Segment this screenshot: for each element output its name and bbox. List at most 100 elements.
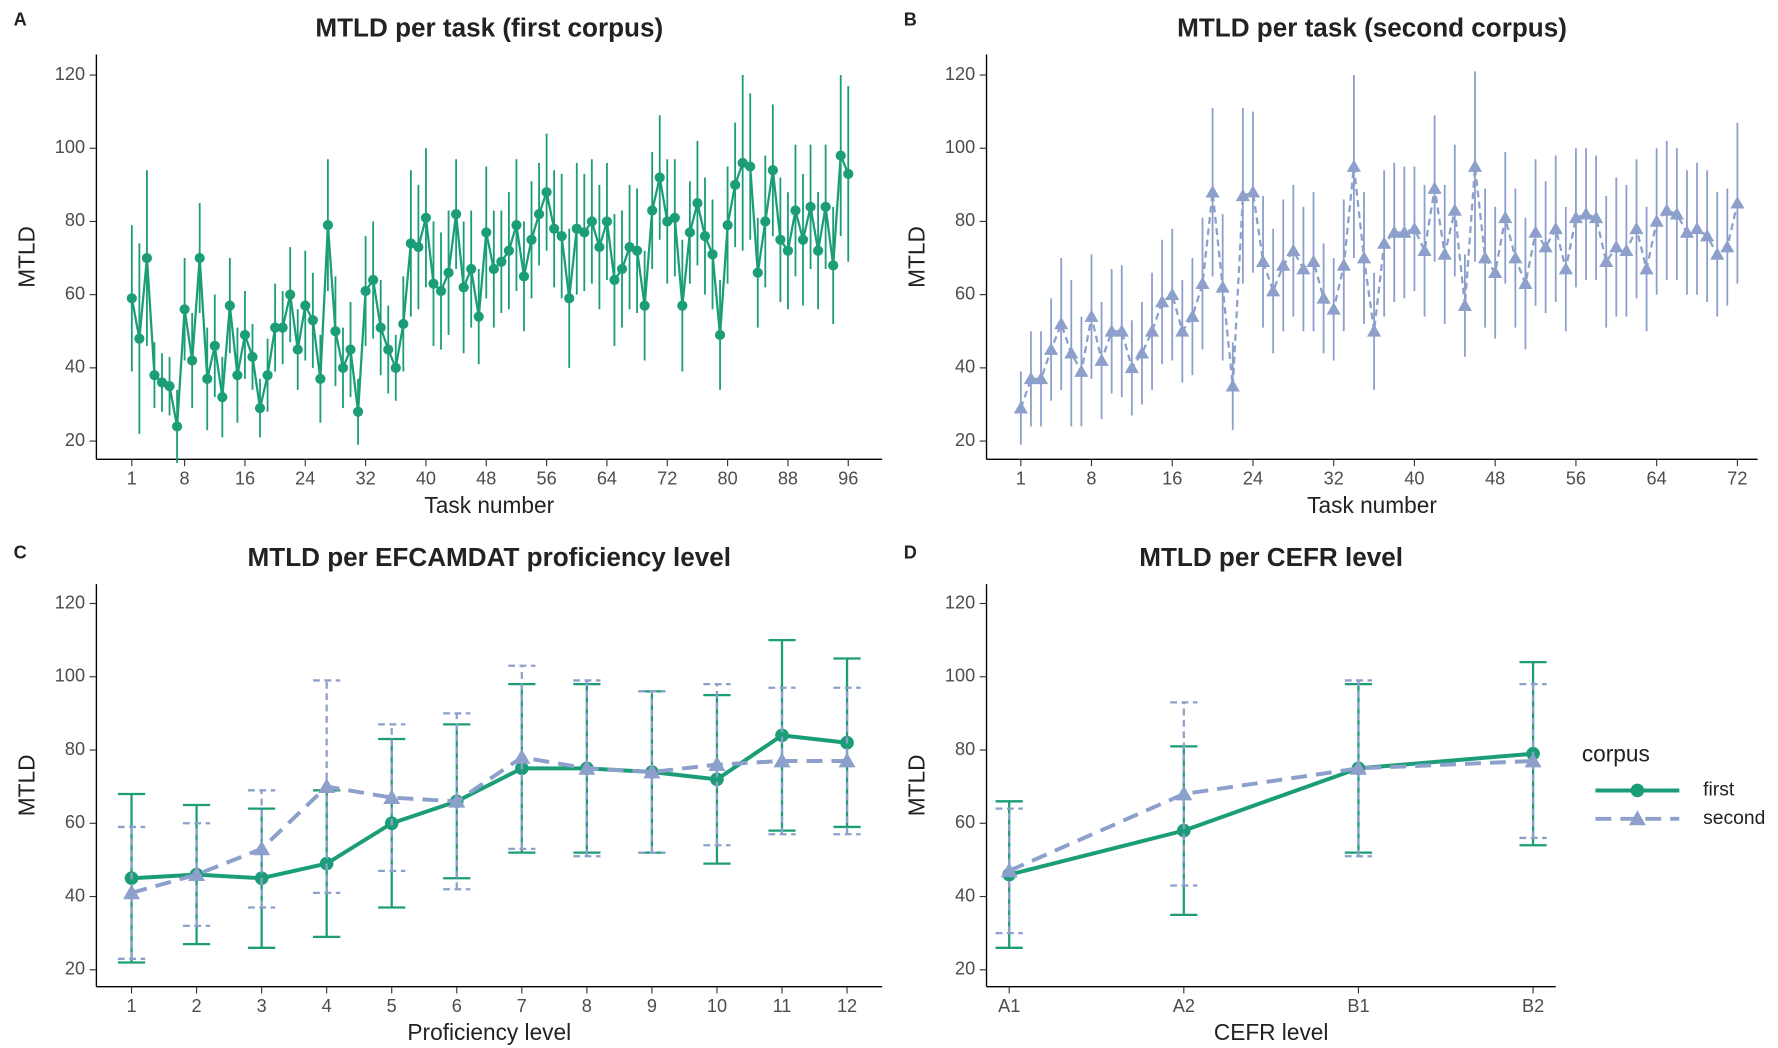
panel-label: C — [14, 542, 27, 562]
x-axis-label: CEFR level — [1214, 1019, 1329, 1045]
x-tick-label: 40 — [416, 469, 436, 489]
marker — [1659, 203, 1674, 216]
marker — [1245, 185, 1261, 198]
series-line — [130, 755, 848, 895]
panel-label: B — [904, 9, 917, 29]
marker — [767, 165, 778, 176]
marker — [1700, 229, 1715, 242]
marker — [1599, 254, 1614, 268]
marker — [707, 249, 718, 260]
x-tick-label: 80 — [718, 469, 738, 489]
marker — [556, 230, 567, 242]
x-tick-label: 96 — [838, 469, 858, 489]
x-tick-label: 12 — [837, 996, 857, 1016]
marker — [1498, 210, 1513, 224]
marker — [843, 168, 854, 179]
marker — [1649, 214, 1664, 227]
marker — [1185, 309, 1200, 322]
x-tick-label: 5 — [387, 996, 397, 1016]
chart-title: MTLD per EFCAMDAT proficiency level — [248, 542, 731, 572]
marker — [232, 370, 243, 381]
marker — [1114, 324, 1129, 337]
marker — [1000, 862, 1018, 878]
marker — [745, 161, 756, 172]
marker — [209, 340, 220, 352]
marker — [164, 381, 175, 392]
marker — [518, 271, 530, 282]
marker — [835, 150, 846, 161]
marker — [253, 840, 271, 856]
marker — [1215, 280, 1230, 293]
marker — [669, 212, 680, 223]
marker — [262, 370, 273, 381]
marker — [1407, 221, 1422, 235]
marker — [805, 201, 816, 212]
marker — [1467, 159, 1483, 172]
marker — [496, 256, 507, 267]
marker — [1387, 225, 1402, 238]
marker — [488, 263, 499, 275]
x-tick-label: 8 — [180, 469, 190, 489]
y-tick-label: 120 — [55, 64, 85, 84]
marker — [126, 293, 137, 304]
x-tick-label: 64 — [1647, 469, 1667, 489]
marker — [1074, 364, 1089, 377]
marker — [631, 245, 643, 256]
marker — [752, 267, 763, 278]
y-axis-label: MTLD — [13, 226, 39, 288]
x-tick-label: 48 — [1485, 469, 1505, 489]
marker — [448, 792, 466, 808]
x-tick-label: 11 — [773, 996, 792, 1016]
marker — [775, 234, 786, 245]
marker — [1205, 185, 1220, 198]
marker — [533, 209, 545, 220]
marker — [1488, 265, 1503, 279]
x-tick-label: 24 — [1243, 469, 1263, 489]
marker — [1346, 159, 1361, 172]
marker — [684, 227, 695, 238]
y-tick-label: 20 — [65, 959, 85, 979]
marker — [677, 300, 688, 311]
marker — [594, 241, 605, 253]
legend-title: corpus — [1582, 740, 1650, 766]
marker — [714, 329, 726, 341]
marker — [1730, 196, 1745, 209]
y-tick-label: 20 — [65, 430, 85, 450]
marker — [1286, 243, 1301, 257]
x-tick-label: B1 — [1347, 996, 1369, 1016]
marker — [337, 362, 349, 373]
marker — [1175, 785, 1193, 801]
marker — [513, 748, 531, 764]
marker — [481, 227, 492, 238]
x-tick-label: 10 — [707, 996, 727, 1016]
marker — [511, 220, 522, 231]
y-tick-label: 100 — [55, 666, 85, 686]
marker — [503, 245, 515, 256]
marker — [1054, 316, 1069, 330]
marker — [1538, 239, 1553, 253]
marker — [360, 285, 371, 297]
marker — [1524, 752, 1542, 768]
marker — [217, 392, 228, 403]
marker — [1195, 276, 1210, 289]
marker — [428, 278, 439, 289]
marker — [420, 212, 432, 223]
marker — [647, 205, 658, 216]
marker — [171, 421, 183, 432]
chart-title: MTLD per CEFR level — [1139, 542, 1403, 572]
marker — [315, 373, 326, 384]
x-tick-label: 16 — [235, 469, 255, 489]
series-line — [130, 154, 850, 428]
marker — [149, 370, 160, 381]
marker — [1629, 221, 1644, 235]
y-tick-label: 80 — [65, 210, 85, 230]
marker — [202, 373, 213, 384]
y-tick-label: 60 — [955, 283, 975, 303]
marker — [187, 355, 198, 366]
marker — [643, 763, 661, 779]
x-tick-label: 9 — [647, 996, 657, 1016]
marker — [775, 728, 789, 743]
marker — [828, 260, 839, 271]
marker — [1296, 261, 1311, 275]
marker — [790, 205, 801, 216]
